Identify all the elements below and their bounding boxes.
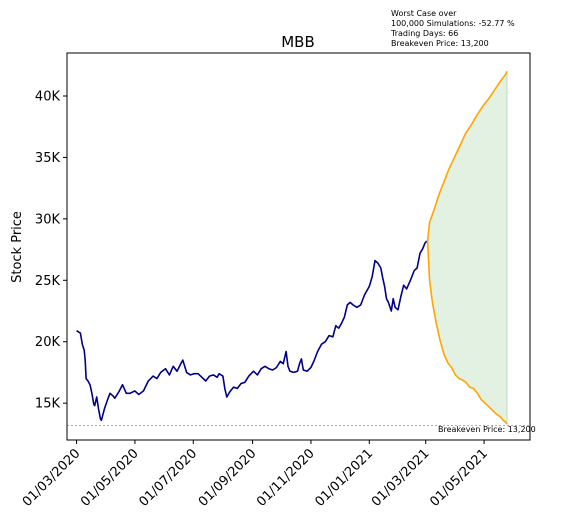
series-lines: [76, 71, 508, 425]
x-tick-label: 01/03/2021: [369, 446, 433, 510]
series-line-historical: [76, 240, 428, 422]
info-line-1: Worst Case over: [391, 9, 457, 18]
x-tick-label: 01/05/2020: [78, 446, 142, 510]
y-tick-label: 40K: [35, 90, 61, 105]
x-tick-label: 01/05/2021: [427, 446, 491, 510]
y-tick-label: 15K: [35, 397, 61, 412]
y-axis-label: Stock Price: [10, 211, 25, 283]
info-line-3: Trading Days: 66: [390, 29, 458, 38]
x-tick-label: 01/03/2020: [20, 446, 84, 510]
simulation-range-area: [427, 71, 508, 426]
x-tick-label: 01/01/2021: [313, 446, 377, 510]
x-tick-label: 01/11/2020: [254, 446, 318, 510]
plot-frame: [66, 52, 531, 441]
simulation-range-fill: [427, 71, 508, 426]
info-line-4: Breakeven Price: 13,200: [391, 39, 489, 48]
y-tick-label: 30K: [35, 212, 61, 227]
breakeven-label: Breakeven Price: 13,200: [438, 425, 536, 434]
x-tick-label: 01/07/2020: [137, 446, 201, 510]
y-tick-label: 35K: [35, 151, 61, 166]
y-tick-label: 25K: [35, 274, 61, 289]
y-ticks: 15K 20K 25K 30K 35K 40K: [35, 90, 67, 412]
info-annotation: Worst Case over 100,000 Simulations: -52…: [390, 9, 515, 48]
x-tick-label: 01/09/2020: [196, 446, 260, 510]
axes: [66, 52, 531, 441]
series-line-simulated-worst: [426, 240, 508, 425]
chart-title: MBB: [281, 33, 315, 51]
series-line-simulated-best: [426, 71, 508, 242]
x-ticks: 01/03/202001/05/202001/07/202001/09/2020…: [20, 440, 491, 510]
info-line-2: 100,000 Simulations: -52.77 %: [391, 19, 515, 28]
y-tick-label: 20K: [35, 335, 61, 350]
